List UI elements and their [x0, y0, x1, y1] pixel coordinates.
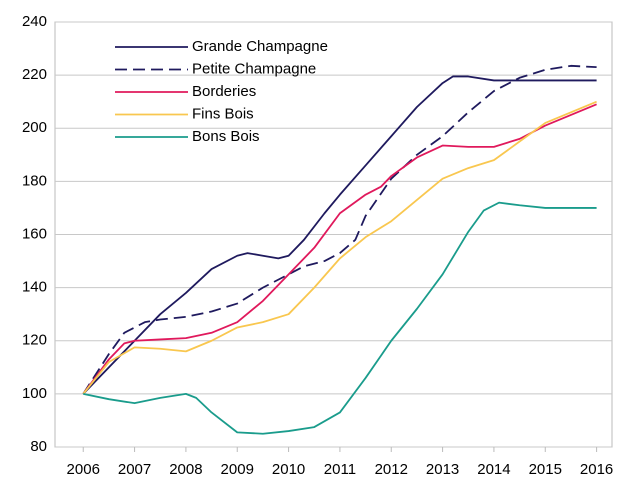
y-tick-label: 220 [22, 66, 47, 83]
series-line [82, 64, 597, 395]
x-tick-label: 2012 [375, 461, 408, 478]
legend-label: Petite Champagne [192, 60, 316, 77]
x-tick-label: 2007 [118, 461, 151, 478]
x-tick-label: 2015 [529, 461, 562, 478]
y-tick-label: 120 [22, 332, 47, 349]
series-line [82, 75, 597, 395]
y-tick-label: 140 [22, 279, 47, 296]
legend-label: Bons Bois [192, 128, 260, 145]
x-tick-label: 2014 [477, 461, 510, 478]
x-tick-label: 2006 [67, 461, 100, 478]
x-tick-label: 2009 [221, 461, 254, 478]
series-line [82, 100, 597, 395]
legend-label: Fins Bois [192, 105, 254, 122]
y-tick-label: 100 [22, 385, 47, 402]
y-tick-label: 180 [22, 172, 47, 189]
x-tick-label: 2011 [324, 461, 356, 478]
y-tick-label: 160 [22, 225, 47, 242]
series-line [83, 201, 597, 435]
series-line [82, 103, 597, 395]
y-tick-label: 80 [30, 438, 47, 455]
x-tick-label: 2016 [580, 461, 613, 478]
x-tick-label: 2013 [426, 461, 459, 478]
x-tick-label: 2008 [169, 461, 202, 478]
x-tick-label: 2010 [272, 461, 305, 478]
legend-label: Grande Champagne [192, 38, 328, 55]
y-tick-label: 240 [22, 13, 47, 30]
y-tick-label: 200 [22, 119, 47, 136]
legend-label: Borderies [192, 83, 256, 100]
